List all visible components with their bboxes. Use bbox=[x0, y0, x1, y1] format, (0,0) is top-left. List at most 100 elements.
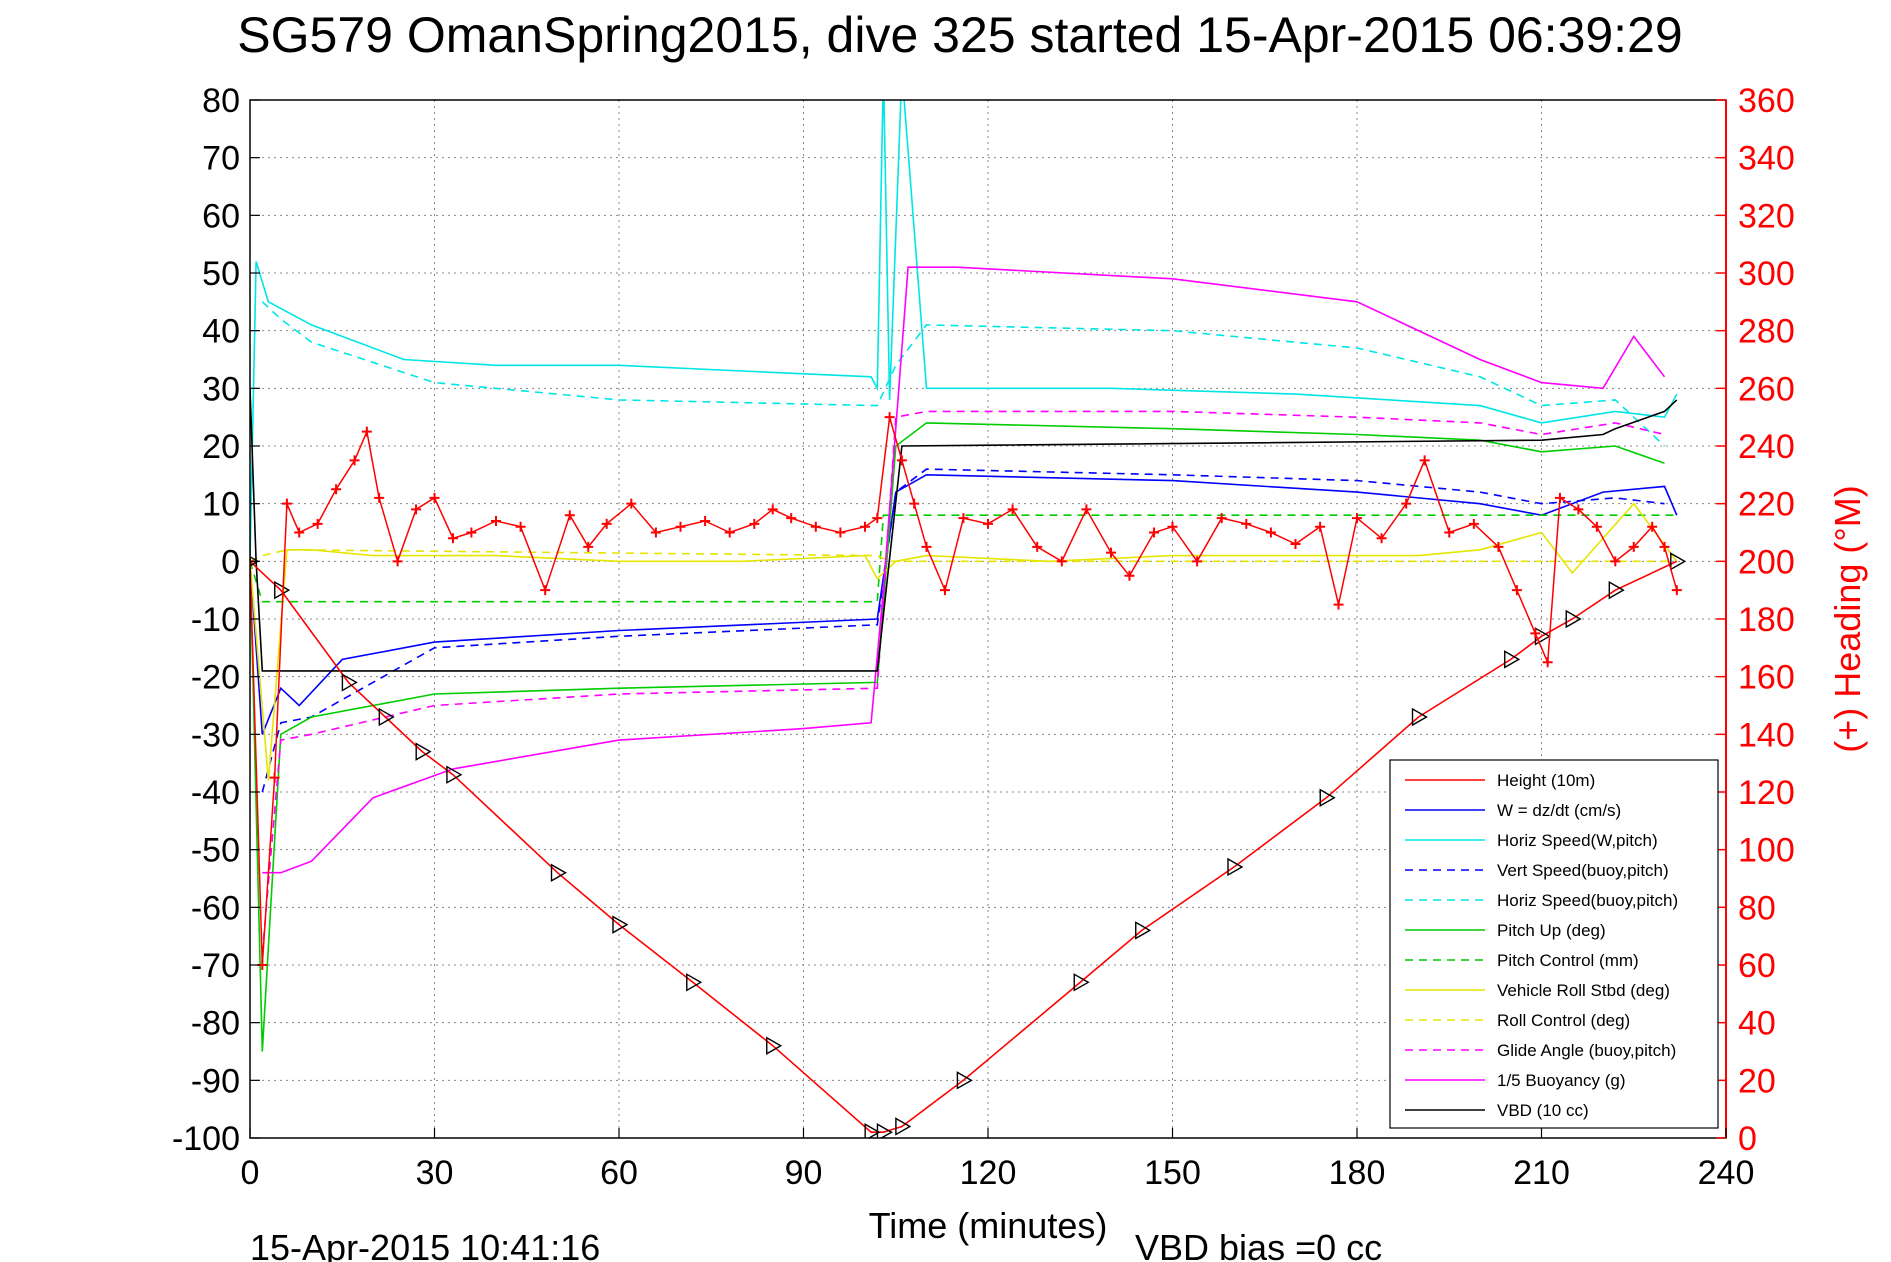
x-tick-label: 180 bbox=[1329, 1154, 1386, 1192]
x-tick-label: 60 bbox=[600, 1154, 638, 1192]
horiz-speed-w-pitch-line bbox=[250, 100, 1678, 562]
horiz-speed-buoy-pitch-line bbox=[261, 301, 1666, 447]
right-tick-label: 300 bbox=[1738, 255, 1795, 293]
legend-entry: Height (10m) bbox=[1497, 771, 1595, 790]
right-tick-label: 20 bbox=[1738, 1062, 1776, 1100]
height-10m-point bbox=[415, 742, 432, 761]
height-10m-point bbox=[1073, 973, 1090, 992]
y-tick-label: -10 bbox=[191, 601, 240, 639]
x-tick-label: 210 bbox=[1513, 1154, 1570, 1192]
right-tick-label: 220 bbox=[1738, 486, 1795, 524]
right-tick-label: 40 bbox=[1738, 1005, 1776, 1043]
legend: Height (10m) W = dz/dt (cm/s) Horiz Speed(… bbox=[1389, 759, 1719, 1129]
height-10m-point bbox=[1608, 580, 1625, 600]
height-10m-point bbox=[864, 1123, 881, 1138]
heading-line bbox=[250, 416, 1678, 966]
height-10m-point bbox=[1565, 609, 1582, 629]
pitch-control-mm-line bbox=[250, 514, 1677, 603]
heading-markers bbox=[250, 412, 1682, 970]
w-dz-dt-cm-s-line bbox=[250, 473, 1678, 735]
y-tick-label: -40 bbox=[191, 774, 240, 812]
x-tick-label: 0 bbox=[241, 1154, 260, 1192]
right-tick-label: 100 bbox=[1738, 832, 1795, 870]
legend-entry: Vert Speed(buoy,pitch) bbox=[1497, 861, 1669, 880]
right-axis-label: (+) Heading (°M) bbox=[1827, 485, 1868, 752]
y-tick-label: -90 bbox=[191, 1062, 240, 1100]
legend-box bbox=[1389, 759, 1719, 1129]
height-10m-point bbox=[550, 863, 567, 882]
height-10m-point bbox=[956, 1071, 973, 1090]
right-tick-label: 260 bbox=[1738, 370, 1795, 408]
chart-title: SG579 OmanSpring2015, dive 325 started 1… bbox=[237, 7, 1682, 63]
y-tick-label: -30 bbox=[191, 716, 240, 754]
height-10m-point bbox=[876, 1123, 893, 1138]
vert-speed-buoy-pitch-line bbox=[261, 468, 1665, 793]
vbd-10-cc-line bbox=[250, 388, 1678, 672]
legend-entry: Glide Angle (buoy,pitch) bbox=[1497, 1041, 1676, 1060]
legend-entry: Vehicle Roll Stbd (deg) bbox=[1497, 981, 1670, 1000]
height-10m-point bbox=[1319, 788, 1336, 807]
pitch-up-deg-line bbox=[250, 422, 1665, 1052]
height-10m-point bbox=[1411, 707, 1428, 727]
right-tick-label: 140 bbox=[1738, 716, 1795, 754]
height-10m-point bbox=[1135, 921, 1152, 940]
roll-control-deg-line bbox=[250, 548, 1677, 563]
1-5-buoyancy-g-line bbox=[262, 266, 1666, 874]
right-tick-label: 120 bbox=[1738, 774, 1795, 812]
right-tick-label: 0 bbox=[1738, 1120, 1757, 1158]
y-tick-label: 30 bbox=[202, 370, 240, 408]
height-10m-point bbox=[274, 580, 291, 600]
y-axis-right: 3603403203002802602402202001801601401201… bbox=[1716, 82, 1795, 1158]
height-10m-point bbox=[895, 1117, 912, 1136]
x-tick-label: 30 bbox=[416, 1154, 454, 1192]
footer-vbd-bias: VBD bias =0 cc bbox=[1135, 1227, 1382, 1262]
right-tick-label: 200 bbox=[1738, 543, 1795, 581]
y-tick-label: 40 bbox=[202, 313, 240, 351]
legend-entry: Roll Control (deg) bbox=[1497, 1011, 1630, 1030]
height-10m-point bbox=[1227, 857, 1244, 877]
y-tick-label: -60 bbox=[191, 889, 240, 927]
y-tick-label: -20 bbox=[191, 659, 240, 697]
height-10m-point bbox=[378, 707, 395, 727]
right-tick-label: 280 bbox=[1738, 313, 1795, 351]
x-tick-label: 120 bbox=[960, 1154, 1017, 1192]
y-tick-label: 10 bbox=[202, 486, 240, 524]
y-tick-label: 70 bbox=[202, 140, 240, 178]
height-10m-point bbox=[686, 973, 703, 992]
y-tick-label: 80 bbox=[202, 82, 240, 120]
y-tick-label: -80 bbox=[191, 1005, 240, 1043]
x-axis-label: Time (minutes) bbox=[869, 1205, 1108, 1246]
x-tick-label: 240 bbox=[1698, 1154, 1755, 1192]
right-tick-label: 340 bbox=[1738, 140, 1795, 178]
y-tick-label: -70 bbox=[191, 947, 240, 985]
height-10m-point bbox=[1504, 650, 1521, 669]
x-axis: 0 30 60 90 120 150 180 210 240 bbox=[241, 1128, 1755, 1192]
legend-entry: Horiz Speed(buoy,pitch) bbox=[1497, 891, 1678, 910]
right-tick-label: 80 bbox=[1738, 889, 1776, 927]
legend-entry: W = dz/dt (cm/s) bbox=[1497, 801, 1621, 820]
y-axis-left: 80 70 60 50 40 30 20 10 0 -10 -20 -30 -40 -50 -60 -70 -8… bbox=[172, 82, 260, 1158]
y-tick-label: 0 bbox=[221, 543, 240, 581]
legend-entry: Horiz Speed(W,pitch) bbox=[1497, 831, 1658, 850]
right-tick-label: 320 bbox=[1738, 197, 1795, 235]
legend-entry: 1/5 Buoyancy (g) bbox=[1497, 1071, 1626, 1090]
y-tick-label: 20 bbox=[202, 428, 240, 466]
legend-entry: Pitch Up (deg) bbox=[1497, 921, 1606, 940]
footer-timestamp: 15-Apr-2015 10:41:16 bbox=[250, 1227, 600, 1262]
y-tick-label: 50 bbox=[202, 255, 240, 293]
right-tick-label: 180 bbox=[1738, 601, 1795, 639]
right-tick-label: 360 bbox=[1738, 82, 1795, 120]
legend-entry: Pitch Control (mm) bbox=[1497, 951, 1639, 970]
x-tick-label: 150 bbox=[1144, 1154, 1201, 1192]
right-tick-label: 160 bbox=[1738, 659, 1795, 697]
y-tick-label: -50 bbox=[191, 832, 240, 870]
legend-entry: VBD (10 cc) bbox=[1497, 1101, 1589, 1120]
height-10m-point bbox=[1670, 552, 1687, 571]
height-10m-point bbox=[766, 1036, 783, 1055]
y-tick-label: 60 bbox=[202, 197, 240, 235]
height-10m-point bbox=[612, 915, 629, 934]
height-10m-point bbox=[446, 765, 463, 784]
glide-angle-buoy-pitch-line bbox=[261, 410, 1665, 954]
series-layer bbox=[250, 100, 1687, 1138]
